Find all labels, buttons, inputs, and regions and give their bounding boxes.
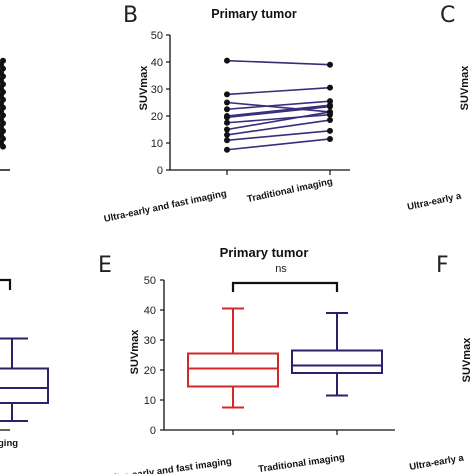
- panel-b-point: [224, 131, 230, 138]
- panel-b-y-tick-label: 0: [157, 165, 163, 177]
- panel-e-title: Primary tumor: [220, 245, 309, 260]
- panel-d-box: [0, 367, 49, 404]
- panel-b-point: [224, 137, 230, 144]
- panel-d-partial: [0, 278, 49, 431]
- panel-b-pair-line: [226, 138, 331, 151]
- panel-b-letter: B: [123, 3, 138, 28]
- panel-e-y-tick-label: 10: [144, 395, 156, 407]
- panel-c-ylabel: SUVmax: [459, 65, 471, 111]
- panel-e-box: [291, 349, 383, 374]
- panel-b-y-tick-label: 30: [151, 84, 163, 96]
- panel-b-y-tick-label: 40: [151, 57, 163, 69]
- panel-b-ylabel: SUVmax: [138, 65, 150, 111]
- panel-b-point: [327, 108, 333, 115]
- panel-b-pair-line: [226, 111, 331, 131]
- panel-e-y-tick-label: 40: [144, 305, 156, 317]
- panel-b-point: [327, 61, 333, 68]
- panel-b-y-tick-label: 20: [151, 111, 163, 123]
- panel-b-point: [327, 103, 333, 110]
- panel-b-point: [224, 106, 230, 113]
- panel-b-point: [224, 126, 230, 133]
- panel-e-y-tick-label: 50: [144, 275, 156, 287]
- panel-e-y-tick-label: 20: [144, 365, 156, 377]
- panel-b-pair-line: [226, 130, 331, 142]
- panel-e-significance-bracket: [231, 281, 339, 292]
- panel-b-xcat-2: Traditional imaging: [246, 176, 334, 205]
- panel-b-y-tick-label: 10: [151, 138, 163, 150]
- panel-e-box: [187, 352, 279, 388]
- panel-b-pair-line: [226, 86, 331, 96]
- panel-e-chart: 0 10 20 30 40 50: [144, 275, 395, 437]
- panel-b-pair-line: [226, 101, 331, 113]
- panel-b-point: [224, 119, 230, 126]
- panel-e-xcat-2: Traditional imaging: [258, 452, 346, 474]
- panel-f-ylabel: SUVmax: [461, 337, 473, 383]
- panel-b-title: Primary tumor: [211, 7, 297, 21]
- panel-b-point: [327, 117, 333, 124]
- panel-b-point: [327, 135, 333, 142]
- panel-b-point: [224, 57, 230, 64]
- panel-c-letter: C: [440, 3, 455, 28]
- panel-b-y-tick-label: 50: [151, 30, 163, 42]
- panel-b-pair-line: [226, 104, 331, 117]
- panel-e-letter: E: [98, 253, 112, 278]
- panel-c-xcat: Ultra-early a: [406, 191, 463, 213]
- panel-d-xcat: ging: [0, 438, 18, 449]
- panel-e-y-tick-label: 0: [150, 425, 156, 437]
- panel-e-xcat-1: Ultra-early and fast imaging: [107, 456, 233, 474]
- panel-b-chart: 0 10 20 30 40 50: [151, 30, 350, 177]
- panel-f-xcat: Ultra-early a: [409, 452, 466, 472]
- panel-b-point: [224, 99, 230, 106]
- panel-b-xcat-1: Ultra-early and fast imaging: [103, 188, 228, 225]
- panel-b-point: [224, 146, 230, 153]
- panel-d-bracket-stub: [0, 278, 12, 290]
- panel-b-pair-line: [226, 59, 331, 66]
- panel-b-pair-line: [226, 105, 331, 119]
- panel-e-annotation: ns: [275, 263, 287, 275]
- panel-b-pair-line: [226, 113, 331, 124]
- panel-a-point: [0, 143, 6, 150]
- panel-b-point: [327, 84, 333, 91]
- panel-b-pair-line: [226, 100, 331, 111]
- panel-b-point: [224, 91, 230, 98]
- panel-a-partial: [0, 57, 10, 171]
- panel-b-pair-line: [226, 119, 331, 136]
- panel-f-letter: F: [436, 253, 449, 278]
- panel-e-y-tick-label: 30: [144, 335, 156, 347]
- panel-b-point: [327, 127, 333, 134]
- panel-e-ylabel: SUVmax: [129, 329, 141, 375]
- panel-b-point: [224, 114, 230, 121]
